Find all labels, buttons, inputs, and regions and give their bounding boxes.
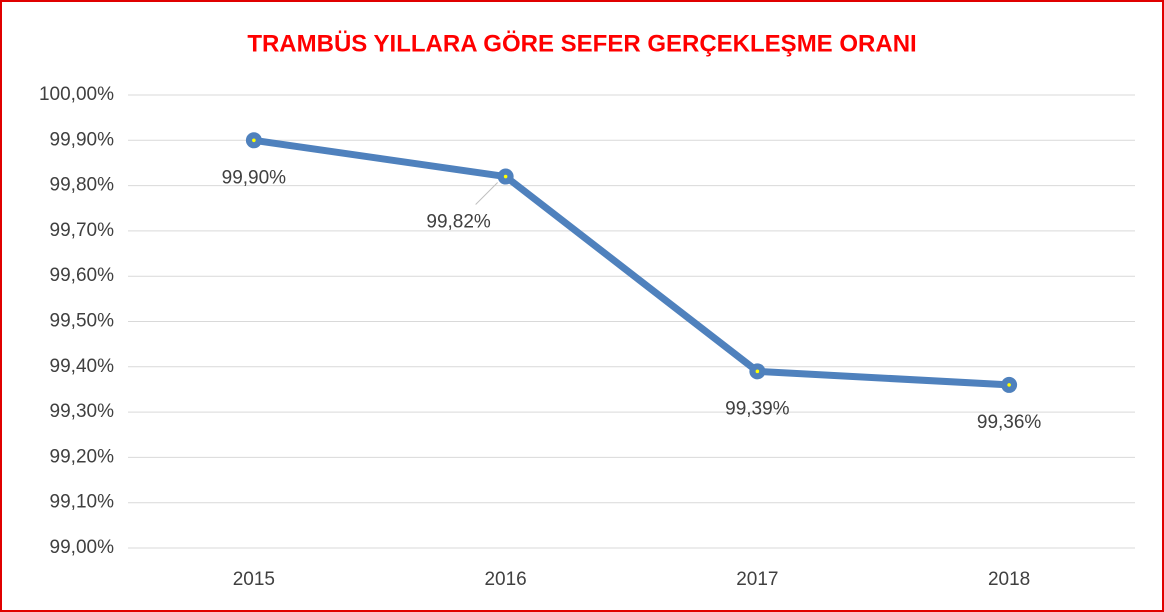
data-label: 99,39% [725, 398, 790, 419]
y-tick-label: 99,50% [50, 311, 115, 332]
marker-center [503, 174, 508, 179]
y-tick-label: 99,60% [50, 265, 115, 286]
y-tick-label: 100,00% [39, 84, 114, 105]
x-tick-label: 2015 [233, 569, 275, 590]
marker-center [755, 369, 760, 374]
y-tick-label: 99,00% [50, 537, 115, 558]
y-tick-label: 99,30% [50, 401, 115, 422]
data-label: 99,36% [977, 412, 1042, 433]
x-tick-label: 2017 [736, 569, 778, 590]
y-tick-label: 99,90% [50, 129, 115, 150]
data-label: 99,82% [426, 212, 491, 233]
marker-center [1007, 383, 1011, 387]
y-tick-label: 99,80% [50, 175, 115, 196]
chart-title: TRAMBÜS YILLARA GÖRE SEFER GERÇEKLEŞME O… [247, 30, 916, 57]
x-tick-label: 2016 [484, 569, 526, 590]
marker-center [252, 138, 256, 143]
y-tick-label: 99,70% [50, 220, 115, 241]
y-tick-label: 99,40% [50, 356, 115, 377]
leader-line [475, 182, 498, 205]
line [253, 136, 1010, 389]
x-tick-label: 2018 [988, 569, 1030, 590]
data-label: 99,90% [222, 167, 287, 188]
y-tick-label: 99,20% [50, 446, 115, 467]
y-tick-label: 99,10% [50, 492, 115, 513]
